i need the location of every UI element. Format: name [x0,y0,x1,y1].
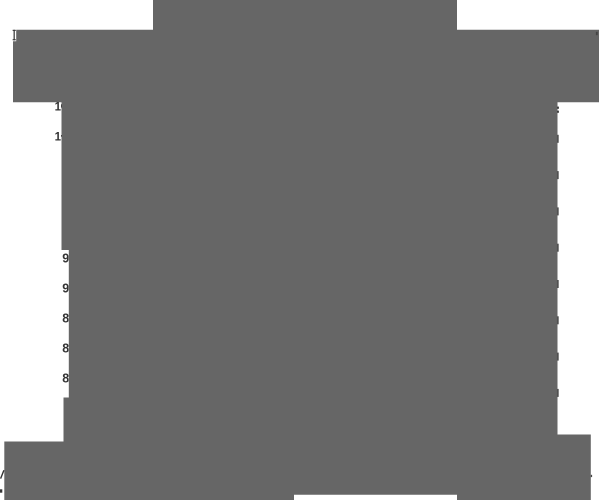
svg-text:8: 8 [62,372,69,386]
svg-text:9: 9 [62,281,69,295]
svg-text:8: 8 [62,311,69,325]
svg-text:1: 1 [55,131,62,143]
svg-text:8: 8 [62,341,69,355]
svg-text:9: 9 [62,251,69,265]
svg-text:1: 1 [55,102,62,114]
